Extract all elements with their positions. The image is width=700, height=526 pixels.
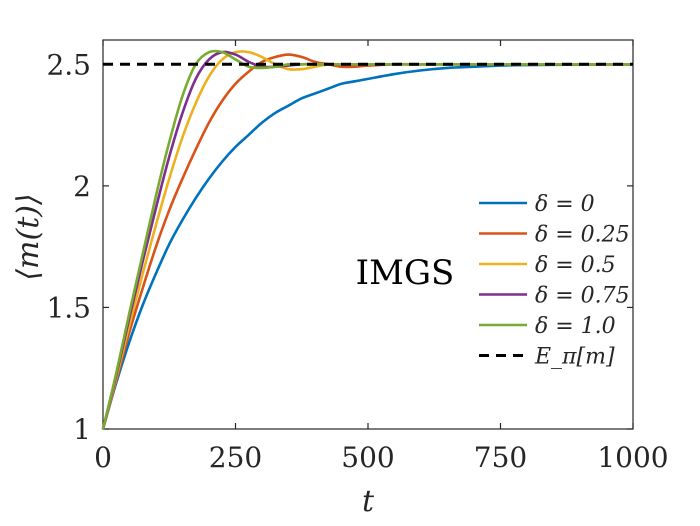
y-tick-label: 2	[73, 170, 91, 203]
plot-area: 0 250 500 750 1000 1 1.5 2 2.5	[46, 39, 669, 474]
legend: δ = 0 δ = 0.25 δ = 0.5 δ = 0.75 δ = 1.0 E_π[m…	[479, 192, 630, 370]
x-tick-label: 750	[474, 441, 527, 474]
legend-label: δ = 0.25	[535, 223, 630, 248]
imgs-annotation: IMGS	[356, 253, 455, 293]
x-tick-label: 0	[94, 441, 112, 474]
y-tick-label: 1	[73, 413, 91, 446]
legend-label: δ = 0.75	[535, 284, 630, 309]
x-tick-label: 1000	[597, 441, 668, 474]
legend-label: E_π[m]	[534, 345, 615, 370]
legend-label: δ = 1.0	[535, 314, 616, 339]
x-tick-label: 250	[209, 441, 262, 474]
x-axis-label: t	[362, 484, 375, 519]
legend-label: δ = 0	[535, 192, 595, 217]
legend-label: δ = 0.5	[535, 253, 616, 278]
x-tick-label: 500	[341, 441, 394, 474]
y-tick-label: 2.5	[46, 48, 91, 81]
y-tick-label: 1.5	[46, 291, 91, 324]
y-axis-label: ⟨m(t)⟩	[11, 193, 46, 280]
